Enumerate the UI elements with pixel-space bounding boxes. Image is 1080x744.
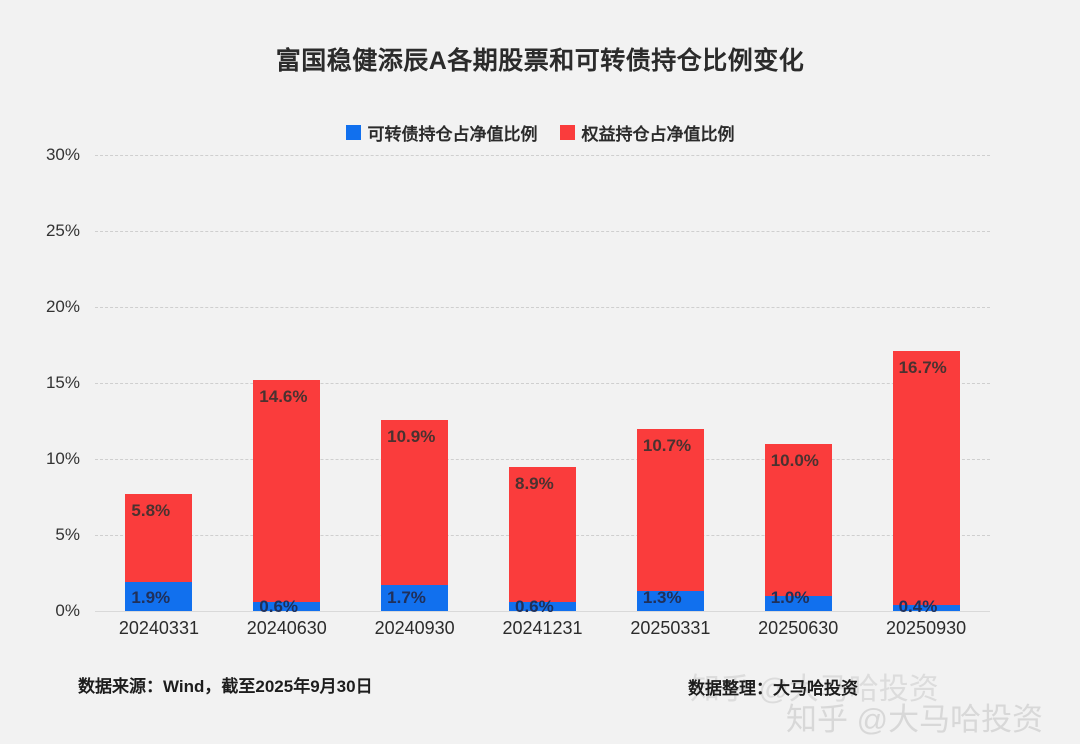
legend-label-convertible-bond: 可转债持仓占净值比例 bbox=[367, 125, 538, 144]
bar-segment-convertible-bond[interactable]: 1.0% bbox=[764, 589, 832, 611]
bar-group-20240930[interactable]: 10.9% 1.7% bbox=[351, 155, 479, 611]
bar-group-20250630[interactable]: 10.0% 1.0% bbox=[734, 155, 862, 611]
bar-segment-convertible-bond[interactable]: 1.9% bbox=[125, 582, 193, 611]
y-axis-tick-10: 10% bbox=[45, 449, 80, 468]
bar-segment-convertible-bond[interactable]: 1.3% bbox=[636, 588, 704, 611]
bar-stack[interactable]: 5.8% 1.9% bbox=[125, 493, 193, 611]
chart-legend: 可转债持仓占净值比例 权益持仓占净值比例 bbox=[0, 120, 1080, 145]
bar-label-equity: 5.8% bbox=[131, 500, 171, 520]
y-axis-tick-15: 15% bbox=[45, 373, 80, 392]
bar-label-equity: 10.0% bbox=[770, 450, 819, 470]
y-axis-tick-0: 0% bbox=[55, 601, 80, 620]
y-axis-tick-20: 20% bbox=[45, 297, 80, 316]
y-axis-tick-30: 30% bbox=[45, 145, 80, 164]
y-axis-labels: 0% 5% 10% 15% 20% 25% 30% bbox=[0, 145, 80, 620]
bar-label-convertible-bond: 0.6% bbox=[259, 597, 299, 616]
axis-baseline bbox=[95, 611, 990, 612]
x-axis-tick-20250630: 20250630 bbox=[758, 618, 839, 638]
x-axis-tick-20240930: 20240930 bbox=[374, 618, 455, 638]
bar-segment-equity[interactable]: 14.6% bbox=[253, 380, 321, 602]
gridline-15 bbox=[95, 383, 990, 384]
bar-label-convertible-bond: 1.0% bbox=[770, 588, 810, 607]
plot-area: 5.8% 1.9% 14.6% 0.6% bbox=[95, 155, 990, 615]
chart-title: 富国稳健添辰A各期股票和可转债持仓比例变化 bbox=[275, 47, 805, 75]
y-axis-tick-5: 5% bbox=[55, 525, 80, 544]
x-axis-tick-20250331: 20250331 bbox=[630, 618, 711, 638]
bar-group-20250930[interactable]: 16.7% 0.4% bbox=[862, 155, 990, 615]
bar-segment-equity[interactable]: 10.7% bbox=[636, 428, 704, 592]
x-axis-labels: 20240331 20240630 20240930 20241231 2025… bbox=[95, 618, 990, 648]
bar-label-equity: 16.7% bbox=[898, 358, 947, 378]
bar-group-20240630[interactable]: 14.6% 0.6% bbox=[223, 155, 351, 615]
y-axis-tick-25: 25% bbox=[45, 221, 80, 240]
bar-label-convertible-bond: 0.4% bbox=[898, 597, 938, 616]
bar-segment-convertible-bond[interactable]: 1.7% bbox=[381, 585, 449, 611]
gridline-30 bbox=[95, 155, 990, 156]
bar-segment-convertible-bond[interactable]: 0.4% bbox=[892, 598, 960, 615]
legend-item-equity[interactable]: 权益持仓占净值比例 bbox=[559, 120, 735, 145]
bar-segment-equity[interactable]: 10.9% bbox=[381, 419, 449, 586]
bar-segment-equity[interactable]: 8.9% bbox=[509, 466, 576, 602]
footnote-data-source: 数据来源：Wind，截至2025年9月30日 bbox=[78, 677, 373, 696]
x-axis-tick-20250930: 20250930 bbox=[886, 618, 967, 638]
bar-label-equity: 8.9% bbox=[515, 473, 554, 493]
legend-item-convertible-bond[interactable]: 可转债持仓占净值比例 bbox=[345, 120, 538, 145]
x-axis-tick-20241231: 20241231 bbox=[502, 618, 583, 638]
bar-group-20250331[interactable]: 10.7% 1.3% bbox=[606, 155, 734, 611]
bar-group-20241231[interactable]: 8.9% 0.6% bbox=[479, 155, 607, 615]
bar-label-convertible-bond: 0.6% bbox=[515, 597, 554, 616]
bar-label-convertible-bond: 1.3% bbox=[642, 588, 682, 607]
bar-segment-equity[interactable]: 16.7% bbox=[892, 351, 960, 605]
bar-segment-convertible-bond[interactable]: 0.6% bbox=[509, 598, 576, 615]
bar-stack[interactable]: 10.7% 1.3% bbox=[636, 428, 704, 611]
legend-swatch-blue-icon bbox=[345, 125, 361, 140]
footnote-data-compiler: 数据整理：大马哈投资 bbox=[688, 679, 858, 698]
bar-label-equity: 10.9% bbox=[387, 426, 436, 446]
x-axis-tick-20240630: 20240630 bbox=[246, 618, 327, 638]
bar-stack[interactable]: 10.0% 1.0% bbox=[764, 443, 832, 611]
legend-label-equity: 权益持仓占净值比例 bbox=[581, 125, 735, 144]
legend-swatch-red-icon bbox=[559, 125, 575, 140]
bar-label-equity: 10.7% bbox=[642, 435, 692, 455]
bar-label-convertible-bond: 1.9% bbox=[131, 588, 171, 607]
bar-stack[interactable]: 10.9% 1.7% bbox=[381, 419, 449, 611]
bar-label-convertible-bond: 1.7% bbox=[387, 588, 426, 607]
bar-stack[interactable]: 14.6% 0.6% bbox=[253, 380, 321, 615]
gridline-25 bbox=[95, 231, 990, 232]
bar-stack[interactable]: 16.7% 0.4% bbox=[892, 351, 960, 615]
gridline-10 bbox=[95, 459, 990, 460]
bar-series-container: 5.8% 1.9% 14.6% 0.6% bbox=[95, 155, 990, 615]
bar-stack[interactable]: 8.9% 0.6% bbox=[509, 466, 576, 615]
bar-segment-equity[interactable]: 10.0% bbox=[764, 443, 832, 596]
bar-group-20240331[interactable]: 5.8% 1.9% bbox=[95, 155, 223, 611]
x-axis-tick-20240331: 20240331 bbox=[118, 618, 199, 638]
bar-label-equity: 14.6% bbox=[259, 387, 308, 407]
bar-segment-convertible-bond[interactable]: 0.6% bbox=[253, 598, 321, 615]
watermark-zhihu: 知乎 @大马哈投资 bbox=[786, 702, 1044, 737]
bar-segment-equity[interactable]: 5.8% bbox=[125, 493, 193, 583]
gridline-20 bbox=[95, 307, 990, 308]
